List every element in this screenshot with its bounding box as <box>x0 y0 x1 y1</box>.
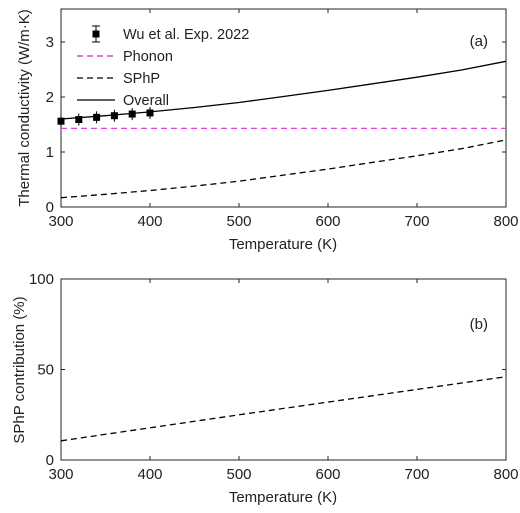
panel-b-x-tick-label: 300 <box>48 466 73 483</box>
panel-a-y-axis-label: Thermal conductivity (W/m·K) <box>16 9 33 207</box>
legend-phonon-label: Phonon <box>123 49 173 65</box>
exp-data-point <box>146 109 154 117</box>
panel-a-x-tick-label: 300 <box>48 213 73 230</box>
panel-a-label: (a) <box>470 33 488 50</box>
panel-b-x-tick-label: 800 <box>493 466 518 483</box>
panel-b-y-tick-label: 50 <box>37 362 54 379</box>
panel-b-label: (b) <box>470 316 488 333</box>
panel-a-x-tick-label: 700 <box>404 213 429 230</box>
panel-b-x-tick-label: 400 <box>137 466 162 483</box>
legend-item-overall: Overall <box>77 93 169 109</box>
series-line-overall <box>60 60 507 120</box>
exp-data-point <box>57 117 65 125</box>
legend-sphp-label: SPhP <box>123 71 160 87</box>
panel-a-x-tick-label: 600 <box>315 213 340 230</box>
panel-b-x-ticks: 300 400 500 600 700 800 <box>48 279 519 483</box>
panel-b-x-tick-label: 600 <box>315 466 340 483</box>
panel-b-series <box>60 376 507 442</box>
legend-item-sphp: SPhP <box>77 71 160 87</box>
panel-a-x-tick-label: 400 <box>137 213 162 230</box>
panel-a-y-tick-label: 0 <box>46 199 54 216</box>
panel-a-axes-box <box>60 8 507 208</box>
exp-data-point <box>75 116 83 124</box>
panel-a-x-axis-label: Temperature (K) <box>229 236 337 253</box>
panel-a-x-ticks: 300 400 500 600 700 800 <box>48 9 519 230</box>
series-line-sphp <box>60 139 507 199</box>
panel-a-series <box>57 60 507 199</box>
exp-data-point <box>93 113 101 121</box>
panel-a-y-tick-label: 3 <box>46 34 54 51</box>
panel-a-x-tick-label: 500 <box>226 213 251 230</box>
panel-b-x-axis-label: Temperature (K) <box>229 489 337 506</box>
panel-a-y-tick-label: 1 <box>46 144 54 161</box>
legend: Wu et al. Exp. 2022 Phonon SPhP Overall <box>77 25 249 109</box>
panel-b-x-tick-label: 500 <box>226 466 251 483</box>
panel-b-y-tick-label: 0 <box>46 452 54 469</box>
panel-b-x-tick-label: 700 <box>404 466 429 483</box>
legend-exp-marker <box>92 30 100 38</box>
panel-b-y-ticks: 0 50 100 <box>29 271 506 469</box>
panel-b-y-tick-label: 100 <box>29 271 54 288</box>
panel-b-y-axis-label: SPhP contribution (%) <box>11 296 28 443</box>
panel-b-axes-box <box>60 278 507 461</box>
legend-exp-label: Wu et al. Exp. 2022 <box>123 27 249 43</box>
legend-item-exp: Wu et al. Exp. 2022 <box>92 25 249 43</box>
panel-b: 300 400 500 600 700 800 0 50 100 Temperature (K… <box>11 271 519 506</box>
panel-a-y-tick-label: 2 <box>46 89 54 106</box>
panel-a-x-tick-label: 800 <box>493 213 518 230</box>
exp-data-point <box>110 112 118 120</box>
series-line-panel-b-0 <box>60 376 507 442</box>
legend-item-phonon: Phonon <box>77 49 173 65</box>
panel-a-y-ticks: 0 1 2 3 <box>46 34 506 216</box>
legend-overall-label: Overall <box>123 93 169 109</box>
